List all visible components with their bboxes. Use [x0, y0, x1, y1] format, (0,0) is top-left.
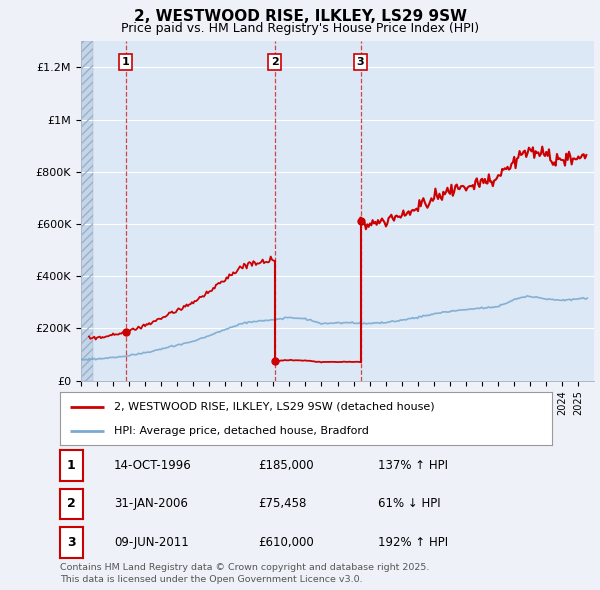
Text: 2, WESTWOOD RISE, ILKLEY, LS29 9SW (detached house): 2, WESTWOOD RISE, ILKLEY, LS29 9SW (deta… — [114, 402, 435, 412]
Text: 2, WESTWOOD RISE, ILKLEY, LS29 9SW: 2, WESTWOOD RISE, ILKLEY, LS29 9SW — [133, 9, 467, 24]
Text: 192% ↑ HPI: 192% ↑ HPI — [378, 536, 448, 549]
Bar — [81, 41, 93, 381]
Text: £610,000: £610,000 — [258, 536, 314, 549]
Text: 137% ↑ HPI: 137% ↑ HPI — [378, 459, 448, 472]
Text: 3: 3 — [357, 57, 364, 67]
Text: 09-JUN-2011: 09-JUN-2011 — [114, 536, 189, 549]
Text: £185,000: £185,000 — [258, 459, 314, 472]
Text: Price paid vs. HM Land Registry's House Price Index (HPI): Price paid vs. HM Land Registry's House … — [121, 22, 479, 35]
Text: 61% ↓ HPI: 61% ↓ HPI — [378, 497, 440, 510]
Text: 1: 1 — [67, 459, 76, 472]
Text: 2: 2 — [271, 57, 278, 67]
Text: 31-JAN-2006: 31-JAN-2006 — [114, 497, 188, 510]
Bar — [81, 41, 93, 381]
Text: HPI: Average price, detached house, Bradford: HPI: Average price, detached house, Brad… — [114, 426, 369, 436]
Text: 14-OCT-1996: 14-OCT-1996 — [114, 459, 192, 472]
Text: 3: 3 — [67, 536, 76, 549]
Text: Contains HM Land Registry data © Crown copyright and database right 2025.
This d: Contains HM Land Registry data © Crown c… — [60, 563, 430, 584]
Text: 1: 1 — [122, 57, 130, 67]
Text: £75,458: £75,458 — [258, 497, 307, 510]
Text: 2: 2 — [67, 497, 76, 510]
